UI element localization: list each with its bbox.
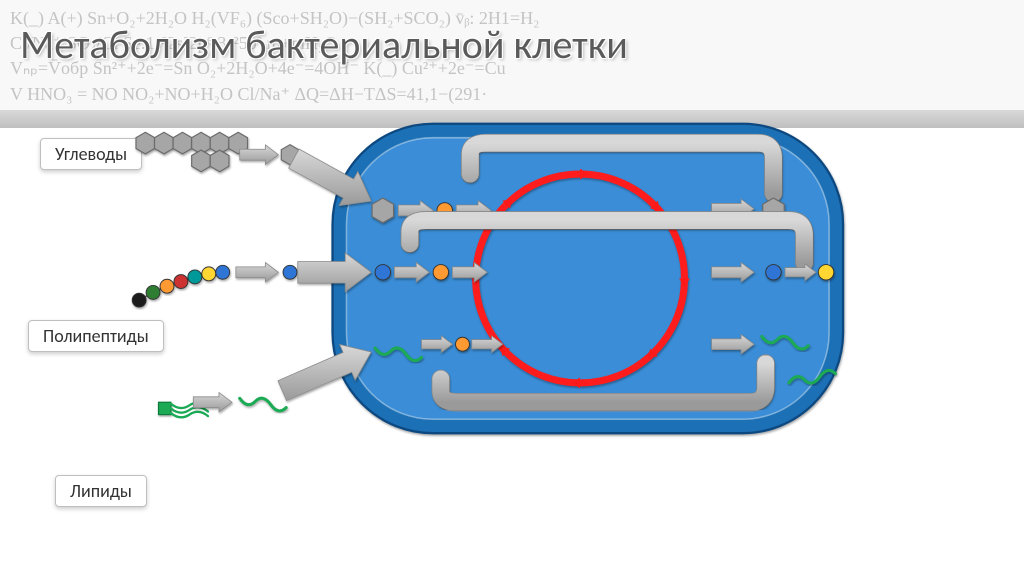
label-lipids: Липиды — [55, 475, 147, 507]
label-text: Липиды — [70, 480, 132, 502]
metabolism-diagram — [0, 0, 1024, 444]
